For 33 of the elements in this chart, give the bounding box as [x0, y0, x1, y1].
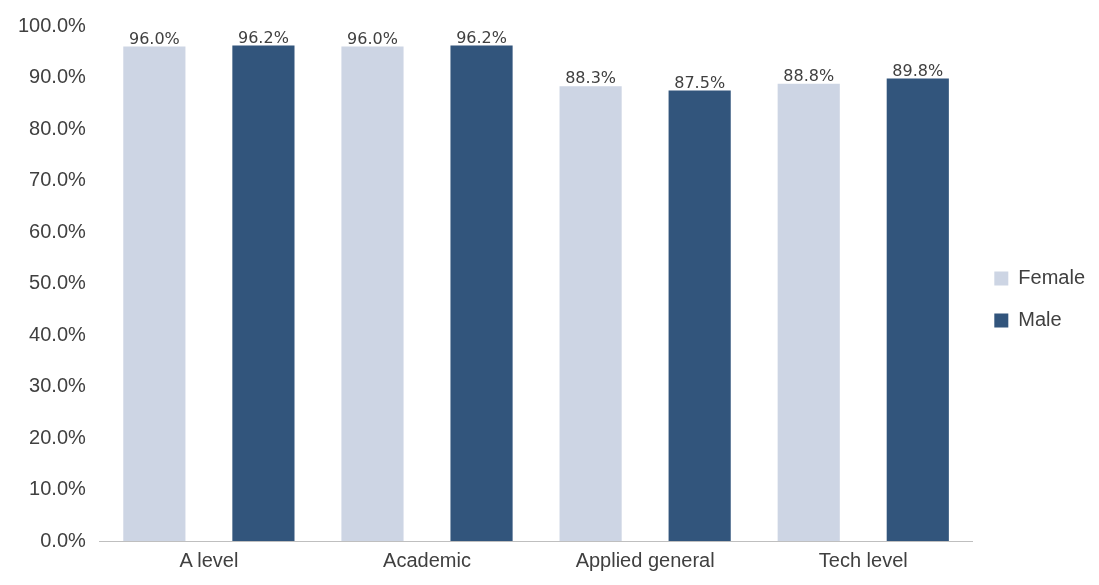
data-label: 96.0%	[347, 28, 398, 48]
bar	[559, 86, 622, 541]
y-tick-label: 70.0%	[29, 168, 87, 191]
data-label: 96.0%	[128, 28, 180, 48]
y-tick-label: 20.0%	[29, 425, 87, 448]
y-tick-label: 90.0%	[29, 65, 87, 88]
data-label: 87.5%	[674, 72, 726, 92]
data-label: 96.2%	[238, 27, 289, 47]
data-label: 88.3%	[565, 68, 617, 88]
y-tick-label: 40.0%	[29, 322, 87, 345]
y-tick-label: 50.0%	[29, 271, 87, 294]
y-tick-label: 30.0%	[29, 374, 87, 397]
bar	[232, 45, 295, 541]
bar	[777, 83, 840, 541]
legend-label: Female	[1018, 266, 1086, 289]
x-tick-label: Tech level	[818, 548, 908, 571]
y-tick-label: 60.0%	[29, 219, 87, 242]
data-label: 89.8%	[892, 60, 944, 80]
bar	[341, 46, 404, 541]
data-label: 88.8%	[783, 65, 835, 85]
bar	[450, 45, 513, 541]
y-tick-label: 100.0%	[17, 13, 87, 36]
x-tick-label: Academic	[383, 548, 471, 571]
legend-label: Male	[1018, 308, 1062, 331]
y-tick-label: 0.0%	[40, 528, 87, 551]
bar	[668, 90, 731, 541]
y-tick-label: 80.0%	[29, 116, 87, 139]
y-tick-label: 10.0%	[29, 477, 87, 500]
x-tick-label: A level	[179, 548, 239, 571]
data-label: 96.2%	[456, 27, 507, 47]
x-tick-label: Applied general	[575, 548, 715, 571]
bar	[886, 78, 949, 541]
bar	[123, 46, 186, 541]
